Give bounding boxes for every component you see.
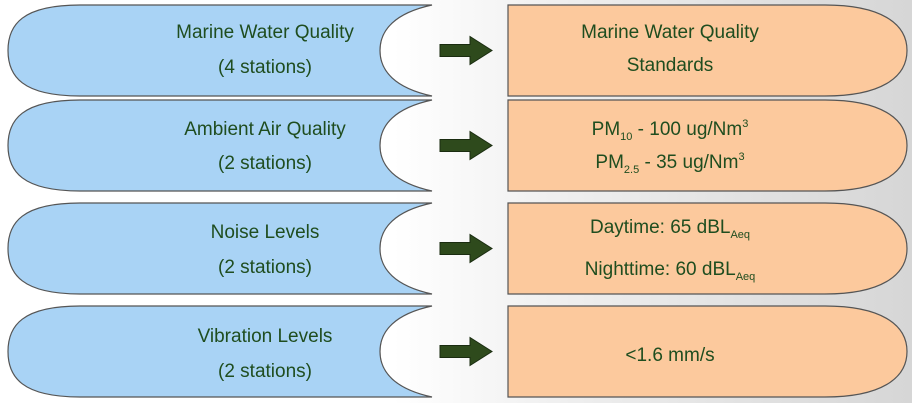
standard-pm10-sub: 10 [620,131,633,143]
parameter-label: Ambient Air Quality [100,120,430,139]
parameter-label: Marine Water Quality [100,23,430,42]
parameter-line2: (4 stations) [218,57,312,78]
standard-daytime: Daytime: 65 dBLAeq [505,217,835,241]
parameter-line1: Vibration Levels [197,326,333,347]
standard-shape [507,99,908,192]
arrow-right-icon [439,130,493,161]
parameter-line1: Noise Levels [210,222,320,243]
standard-pm10-post: - 100 ug/Nm [632,119,743,140]
arrow-right-icon [439,336,493,367]
standard-shape [507,202,908,295]
parameter-stations: (2 stations) [100,154,430,173]
rows-layer [7,4,908,398]
standard-pm25-sup: 3 [738,151,745,163]
arrow-right-icon [439,233,493,264]
parameter-stations: (2 stations) [100,258,430,277]
parameter-line1: Marine Water Quality [176,22,354,43]
standard-pm25-post: - 35 ug/Nm [639,152,739,173]
standard-pm10: PM10 - 100 ug/Nm3 [505,118,835,143]
parameter-line2: (2 stations) [218,153,312,174]
parameter-shape [7,4,433,97]
standard-line2: Standards [505,56,835,75]
parameter-label: Noise Levels [100,223,430,242]
standard-vibration-text: <1.6 mm/s [625,345,715,366]
standard-shape [507,4,908,97]
parameter-stations: (2 stations) [100,362,430,381]
standard-nighttime: Nighttime: 60 dBLAeq [505,259,835,283]
parameter-line2: (2 stations) [218,361,312,382]
standard-daytime-sub: Aeq [730,229,751,241]
standard-nighttime-pre: Nighttime: 60 dBL [584,259,736,280]
parameter-shape [7,202,433,295]
standard-line2-text: Standards [626,55,714,76]
parameter-line2: (2 stations) [218,257,312,278]
standard-line1-text: Marine Water Quality [581,22,759,43]
standard-pm25-pre: PM [595,152,624,173]
standard-nighttime-sub: Aeq [735,271,756,283]
standard-line1: <1.6 mm/s [505,346,835,365]
parameter-line1: Ambient Air Quality [184,119,346,140]
parameter-stations: (4 stations) [100,58,430,77]
parameter-shape [7,99,433,192]
parameter-shape [7,305,433,398]
standard-pm10-sup: 3 [742,118,749,130]
parameter-label: Vibration Levels [100,327,430,346]
standard-daytime-pre: Daytime: 65 dBL [589,217,731,238]
standard-pm10-pre: PM [591,119,621,140]
standard-pm25-sub: 2.5 [623,164,640,176]
standard-pm25: PM2.5 - 35 ug/Nm3 [505,151,835,176]
arrow-right-icon [439,35,493,66]
standard-shape [507,305,908,398]
standard-line1: Marine Water Quality [505,23,835,42]
